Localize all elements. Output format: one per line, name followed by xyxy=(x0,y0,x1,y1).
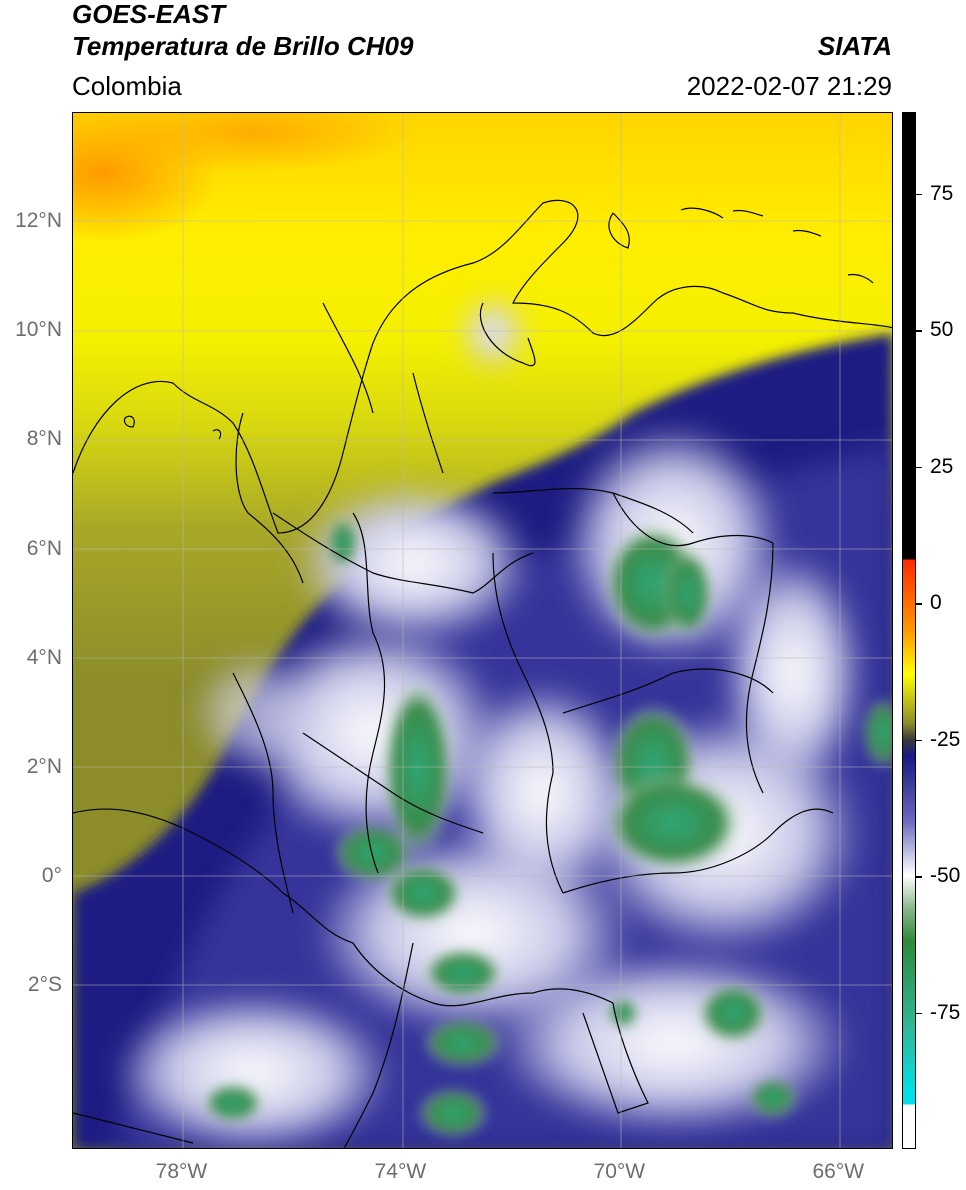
brand-label: SIATA xyxy=(817,31,892,61)
satellite-title: GOES-EAST xyxy=(72,0,226,29)
latitude-label: 8°N xyxy=(26,427,62,451)
colorbar-tick xyxy=(916,330,922,332)
latitude-label: 10°N xyxy=(15,318,62,342)
colorbar-tick-label: 25 xyxy=(930,454,954,478)
longitude-label: 66°W xyxy=(812,1160,865,1183)
latitude-label: 12°N xyxy=(15,209,62,233)
latitude-label: 6°N xyxy=(26,536,62,560)
latitude-label: 4°N xyxy=(26,645,62,669)
colorbar-tick-label: -75 xyxy=(930,1000,961,1024)
colorbar xyxy=(902,112,916,1149)
colorbar-tick xyxy=(916,193,922,196)
colorbar-tick-label: 0 xyxy=(930,591,942,615)
latitude-label: 2°N xyxy=(26,754,62,778)
product-title: Temperatura de Brillo CH09 xyxy=(72,31,414,61)
timestamp-label: 2022-02-07 21:29 xyxy=(686,71,892,101)
colorbar-tick xyxy=(916,1012,922,1015)
map-canvas xyxy=(73,113,892,1148)
region-label: Colombia xyxy=(72,71,182,101)
colorbar-tick xyxy=(916,876,922,878)
colorbar-tick-label: 75 xyxy=(930,181,954,205)
latitude-label: 0° xyxy=(41,864,62,888)
longitude-label: 78°W xyxy=(155,1160,208,1183)
longitude-label: 70°W xyxy=(593,1160,646,1183)
longitude-label: 74°W xyxy=(374,1160,427,1183)
colorbar-tick xyxy=(916,739,922,742)
colorbar-tick-label: -25 xyxy=(930,727,961,751)
colorbar-tick xyxy=(916,466,922,469)
colorbar-tick xyxy=(916,603,922,605)
satellite-map[interactable] xyxy=(72,112,893,1149)
latitude-label: 2°S xyxy=(27,973,62,997)
colorbar-tick-label: 50 xyxy=(930,318,954,342)
colorbar-tick-label: -50 xyxy=(930,864,961,888)
